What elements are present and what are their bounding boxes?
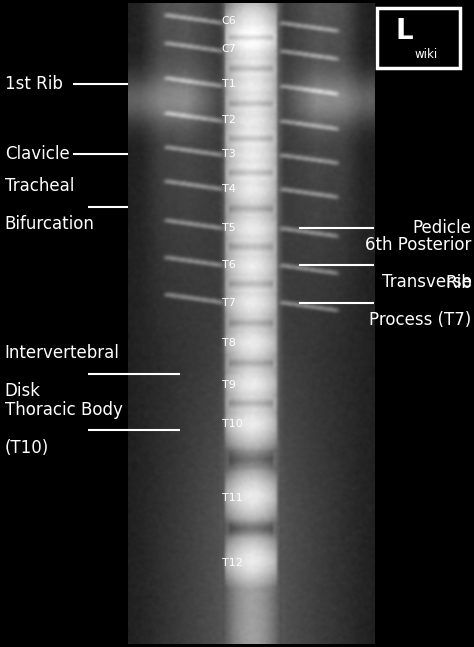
Text: C7: C7 [222, 43, 237, 54]
Text: (T10): (T10) [5, 439, 49, 457]
Text: T8: T8 [222, 338, 236, 348]
Text: Clavicle: Clavicle [5, 145, 70, 163]
Text: 6th Posterior: 6th Posterior [365, 236, 472, 254]
Text: T11: T11 [222, 493, 242, 503]
Text: wiki: wiki [415, 49, 438, 61]
Text: Tracheal: Tracheal [5, 177, 74, 195]
Text: Disk: Disk [5, 382, 41, 400]
Text: T12: T12 [222, 558, 243, 568]
Text: T4: T4 [222, 184, 236, 194]
Text: Pedicle: Pedicle [413, 219, 472, 237]
Bar [377, 8, 460, 68]
Text: Bifurcation: Bifurcation [5, 215, 95, 234]
Text: T1: T1 [222, 79, 236, 89]
Text: T9: T9 [222, 380, 236, 390]
Text: T10: T10 [222, 419, 242, 429]
Text: T2: T2 [222, 115, 236, 125]
Text: T5: T5 [222, 223, 236, 233]
Text: T7: T7 [222, 298, 236, 308]
Text: 1st Rib: 1st Rib [5, 75, 63, 93]
Text: Thoracic Body: Thoracic Body [5, 400, 123, 419]
Text: Rib: Rib [445, 274, 472, 292]
Text: Process (T7): Process (T7) [369, 311, 472, 329]
Text: Intervertebral: Intervertebral [5, 344, 119, 362]
Text: T3: T3 [222, 149, 236, 159]
Text: C6: C6 [222, 16, 237, 26]
Text: Transverse: Transverse [382, 273, 472, 291]
Text: T6: T6 [222, 260, 236, 270]
Text: L: L [395, 17, 413, 45]
